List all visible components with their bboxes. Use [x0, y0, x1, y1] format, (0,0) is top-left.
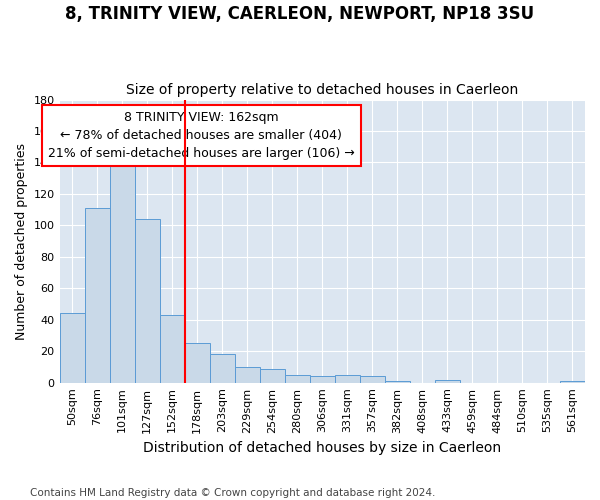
Bar: [235, 367, 260, 382]
Bar: [185, 344, 209, 382]
Bar: [209, 354, 235, 382]
Title: Size of property relative to detached houses in Caerleon: Size of property relative to detached ho…: [126, 83, 518, 97]
Bar: [160, 315, 185, 382]
Bar: [310, 376, 335, 382]
Bar: [59, 314, 85, 382]
X-axis label: Distribution of detached houses by size in Caerleon: Distribution of detached houses by size …: [143, 441, 502, 455]
Bar: [335, 375, 360, 382]
Y-axis label: Number of detached properties: Number of detached properties: [15, 142, 28, 340]
Text: Contains HM Land Registry data © Crown copyright and database right 2024.: Contains HM Land Registry data © Crown c…: [30, 488, 436, 498]
Bar: [110, 166, 134, 382]
Text: 8 TRINITY VIEW: 162sqm
← 78% of detached houses are smaller (404)
21% of semi-de: 8 TRINITY VIEW: 162sqm ← 78% of detached…: [48, 111, 355, 160]
Bar: [560, 381, 585, 382]
Bar: [85, 208, 110, 382]
Bar: [260, 368, 285, 382]
Bar: [285, 375, 310, 382]
Bar: [435, 380, 460, 382]
Bar: [360, 376, 385, 382]
Bar: [134, 219, 160, 382]
Bar: [385, 381, 410, 382]
Text: 8, TRINITY VIEW, CAERLEON, NEWPORT, NP18 3SU: 8, TRINITY VIEW, CAERLEON, NEWPORT, NP18…: [65, 5, 535, 23]
